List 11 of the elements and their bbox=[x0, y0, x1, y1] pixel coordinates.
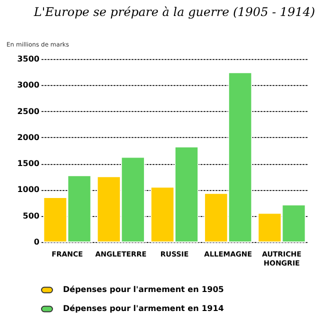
y-tick-label: 1500 bbox=[17, 159, 40, 168]
y-tick-label: 0 bbox=[34, 238, 40, 246]
y-tick-label: 3500 bbox=[17, 54, 40, 64]
chart-title: L'Europe se prépare à la guerre (1905 - 1914) bbox=[32, 5, 316, 19]
y-tick-label: 500 bbox=[22, 211, 40, 220]
y-tick-label: 2000 bbox=[17, 132, 40, 142]
y-tick-label: 1000 bbox=[17, 185, 40, 194]
legend-label: Dépenses pour l'armement en 1914 bbox=[63, 304, 224, 313]
y-tick-label: 2500 bbox=[17, 106, 40, 116]
y-tick-label: 3000 bbox=[17, 80, 40, 90]
legend-label: Dépenses pour l'armement en 1905 bbox=[63, 285, 224, 294]
